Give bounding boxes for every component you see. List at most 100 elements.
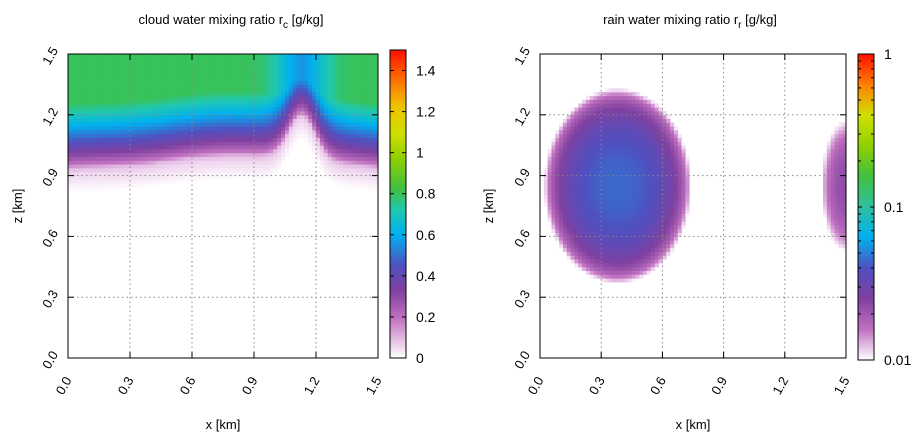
heatmap-cell [370, 122, 375, 127]
heatmap-cell [631, 194, 637, 199]
heatmap-cell [551, 225, 556, 230]
heatmap-cell [68, 57, 73, 62]
heatmap-cell [339, 61, 344, 66]
heatmap-cell [574, 225, 579, 230]
heatmap-cell [149, 73, 154, 78]
heatmap-cell [624, 251, 629, 256]
heatmap-cell [673, 130, 679, 135]
heatmap-cell [673, 190, 679, 195]
heatmap-cell [339, 76, 344, 81]
heatmap-cell [643, 225, 648, 230]
heatmap-cell [199, 61, 205, 66]
heatmap-cell [574, 228, 579, 233]
heatmap-cell [366, 114, 371, 119]
heatmap-cell [172, 145, 177, 150]
heatmap-cell [153, 84, 158, 89]
heatmap-cell [91, 92, 96, 97]
heatmap-cell [627, 156, 633, 161]
heatmap-cell [574, 141, 579, 146]
heatmap-cell [145, 152, 150, 157]
heatmap-cell [627, 103, 633, 108]
heatmap-cell [184, 137, 189, 142]
heatmap-cell [662, 187, 667, 192]
heatmap-cell [620, 213, 625, 218]
heatmap-cell [168, 133, 174, 138]
heatmap-cell [79, 130, 84, 135]
heatmap-cell [589, 130, 594, 135]
cloud-water-panel: cloud water mixing ratio rc [g/kg] 0.0 0.… [10, 12, 436, 432]
heatmap-cell [242, 57, 247, 62]
heatmap-cell [133, 61, 139, 66]
heatmap-cell [601, 107, 606, 112]
heatmap-cell [164, 175, 170, 180]
heatmap-cell [188, 118, 193, 123]
heatmap-cell [110, 168, 115, 173]
heatmap-cell [226, 152, 232, 157]
heatmap-cell [624, 209, 629, 214]
heatmap-cell [616, 213, 621, 218]
heatmap-cell [585, 263, 591, 268]
heatmap-cell [188, 175, 193, 180]
heatmap-cell [339, 160, 344, 165]
heatmap-cell [681, 149, 686, 154]
heatmap-cell [362, 145, 367, 150]
heatmap-cell [555, 187, 560, 192]
heatmap-cell [215, 145, 220, 150]
heatmap-cell [673, 156, 679, 161]
heatmap-cell [118, 69, 123, 74]
heatmap-cell [339, 183, 344, 188]
heatmap-cell [555, 236, 560, 241]
heatmap-cell [616, 179, 621, 184]
heatmap-cell [153, 179, 158, 184]
heatmap-cell [195, 107, 201, 112]
heatmap-cell [323, 141, 329, 146]
heatmap-cell [164, 69, 170, 74]
heatmap-cell [195, 171, 201, 176]
heatmap-cell [643, 259, 648, 264]
heatmap-cell [149, 76, 154, 81]
heatmap-cell [350, 152, 356, 157]
heatmap-cell [180, 88, 185, 93]
heatmap-cell [277, 99, 282, 104]
heatmap-cell [145, 95, 150, 100]
cloud-water-title: cloud water mixing ratio rc [g/kg] [139, 12, 324, 31]
heatmap-cell [269, 88, 274, 93]
heatmap-cell [616, 278, 621, 283]
heatmap-cell [358, 160, 363, 165]
heatmap-cell [215, 114, 220, 119]
heatmap-cell [582, 217, 587, 222]
heatmap-cell [223, 152, 228, 157]
heatmap-cell [358, 92, 363, 97]
heatmap-cell [304, 103, 309, 108]
heatmap-cell [203, 73, 208, 78]
heatmap-cell [99, 65, 104, 70]
heatmap-cell [304, 76, 309, 81]
heatmap-cell [566, 225, 571, 230]
heatmap-cell [285, 141, 290, 146]
heatmap-cell [257, 107, 263, 112]
heatmap-cell [627, 164, 633, 169]
heatmap-cell [327, 84, 332, 89]
heatmap-cell [133, 99, 139, 104]
heatmap-cell [842, 171, 847, 176]
heatmap-cell [555, 228, 560, 233]
heatmap-cell [823, 202, 828, 207]
heatmap-cell [331, 84, 336, 89]
heatmap-cell [574, 164, 579, 169]
heatmap-cell [635, 179, 640, 184]
heatmap-cell [570, 217, 575, 222]
heatmap-cell [114, 103, 119, 108]
heatmap-cell [362, 54, 367, 59]
heatmap-cell [133, 145, 139, 150]
heatmap-cell [188, 88, 193, 93]
heatmap-cell [339, 92, 344, 97]
heatmap-cell [153, 111, 158, 116]
heatmap-cell [172, 160, 177, 165]
heatmap-cell [292, 95, 298, 100]
heatmap-cell [601, 149, 606, 154]
heatmap-cell [605, 194, 610, 199]
heatmap-cell [269, 156, 274, 161]
heatmap-cell [265, 61, 270, 66]
heatmap-cell [296, 88, 301, 93]
heatmap-cell [234, 164, 239, 169]
